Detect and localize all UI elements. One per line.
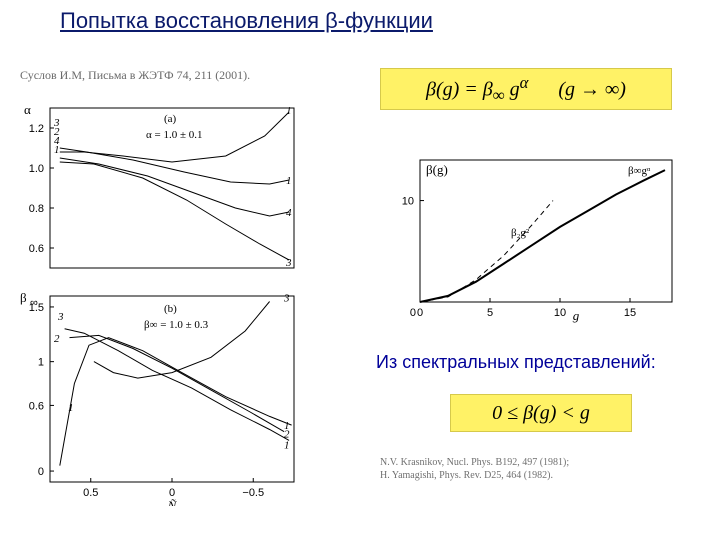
svg-text:0: 0 bbox=[410, 307, 416, 319]
svg-text:(a): (a) bbox=[164, 113, 177, 125]
svg-text:3: 3 bbox=[285, 257, 292, 269]
svg-text:β(g): β(g) bbox=[426, 162, 448, 177]
svg-text:1: 1 bbox=[68, 402, 74, 414]
svg-text:3: 3 bbox=[57, 311, 64, 323]
svg-text:2: 2 bbox=[54, 333, 60, 345]
svg-text:0.8: 0.8 bbox=[29, 203, 44, 215]
formula-beta-bounds: 0 ≤ β(g) < g bbox=[450, 394, 632, 432]
svg-text:β∞gᵅ: β∞gᵅ bbox=[628, 165, 651, 177]
svg-text:4: 4 bbox=[286, 207, 292, 219]
svg-text:1: 1 bbox=[38, 357, 44, 369]
svg-text:5: 5 bbox=[487, 307, 493, 319]
svg-text:β₂g²: β₂g² bbox=[511, 227, 530, 239]
svg-text:1: 1 bbox=[54, 144, 60, 156]
formula-beta-asymptotic: β(g) = β∞ gα (g → ∞) bbox=[380, 68, 672, 110]
svg-text:0: 0 bbox=[417, 307, 423, 319]
references: N.V. Krasnikov, Nucl. Phys. B192, 497 (1… bbox=[380, 456, 569, 482]
ref-line-1: N.V. Krasnikov, Nucl. Phys. B192, 497 (1… bbox=[380, 456, 569, 469]
spectral-subtitle: Из спектральных представлений: bbox=[376, 352, 656, 373]
svg-text:0: 0 bbox=[38, 466, 44, 478]
svg-text:(b): (b) bbox=[164, 303, 177, 315]
svg-text:∞: ∞ bbox=[30, 297, 38, 309]
svg-text:0.5: 0.5 bbox=[83, 487, 98, 499]
citation-text: Суслов И.М, Письма в ЖЭТФ 74, 211 (2001)… bbox=[20, 68, 250, 83]
svg-text:α = 1.0 ± 0.1: α = 1.0 ± 0.1 bbox=[146, 129, 203, 141]
svg-text:1.2: 1.2 bbox=[29, 123, 44, 135]
page-title: Попытка восстановления β-функции bbox=[60, 8, 433, 34]
formula2-content: 0 ≤ β(g) < g bbox=[492, 402, 590, 425]
svg-text:α: α bbox=[24, 102, 31, 117]
svg-text:10: 10 bbox=[402, 196, 414, 208]
svg-text:3: 3 bbox=[283, 292, 290, 304]
svg-text:1: 1 bbox=[286, 175, 292, 187]
svg-text:10: 10 bbox=[554, 307, 566, 319]
svg-text:0.6: 0.6 bbox=[29, 243, 44, 255]
formula1-content: β(g) = β∞ gα (g → ∞) bbox=[426, 73, 626, 106]
svg-text:β: β bbox=[20, 290, 27, 305]
svg-text:β∞ = 1.0 ± 0.3: β∞ = 1.0 ± 0.3 bbox=[144, 319, 209, 331]
svg-text:0.6: 0.6 bbox=[29, 400, 44, 412]
chart-beta-g: 0 5 10 15 10 0 β(g) g β₂g² β∞gᵅ bbox=[380, 148, 680, 324]
chart-beta-inf: 00.611.50.50−0.5β∞Ñ(b)β∞ = 1.0 ± 0.33213… bbox=[12, 286, 302, 506]
svg-text:−0.5: −0.5 bbox=[242, 487, 264, 499]
chart-alpha: 0.60.81.01.2α(a)α = 1.0 ± 0.132411143 bbox=[12, 98, 302, 278]
svg-text:g: g bbox=[573, 308, 580, 323]
ref-line-2: H. Yamagishi, Phys. Rev. D25, 464 (1982)… bbox=[380, 469, 569, 482]
svg-text:1: 1 bbox=[286, 105, 292, 117]
svg-text:1.0: 1.0 bbox=[29, 163, 44, 175]
svg-text:Ñ: Ñ bbox=[167, 498, 178, 506]
svg-text:15: 15 bbox=[624, 307, 636, 319]
svg-text:1: 1 bbox=[284, 439, 290, 451]
